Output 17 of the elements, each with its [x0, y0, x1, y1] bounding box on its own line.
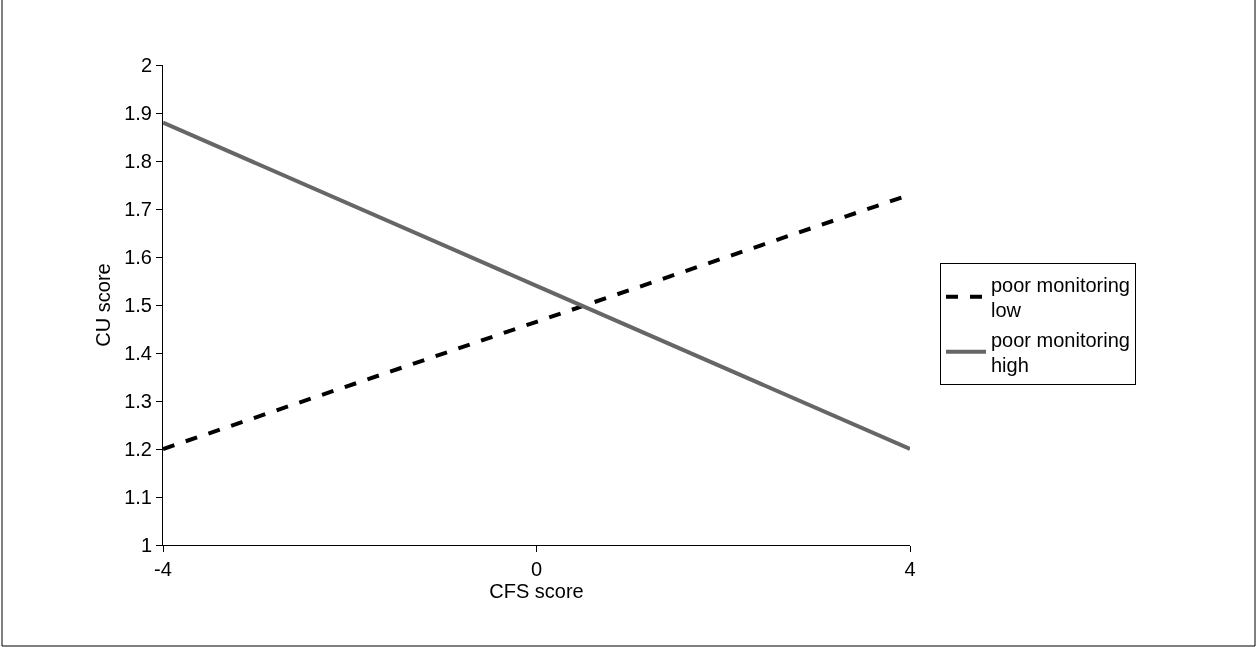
y-tick-label: 1.2: [124, 438, 152, 460]
y-tick-label: 2: [140, 54, 152, 76]
y-tick-label: 1.9: [124, 102, 152, 124]
y-tick-label: 1.3: [124, 390, 152, 412]
y-tick-label: 1.1: [124, 486, 152, 508]
y-tick-label: 1.5: [124, 294, 152, 316]
x-axis-title: CFS score: [489, 580, 584, 602]
x-tick-label: 4: [904, 558, 916, 580]
x-tick-label: 0: [530, 558, 543, 580]
x-tick-label: -4: [154, 558, 172, 580]
y-tick-label: 1.7: [124, 198, 152, 220]
legend-label: poor monitoring high: [991, 328, 1130, 377]
y-tick-label: 1.6: [124, 246, 152, 268]
y-tick-label: 1.8: [124, 150, 152, 172]
y-tick-label: 1: [140, 534, 152, 556]
y-axis-title: CU score: [91, 263, 114, 347]
y-tick-label: 1.4: [124, 342, 152, 364]
